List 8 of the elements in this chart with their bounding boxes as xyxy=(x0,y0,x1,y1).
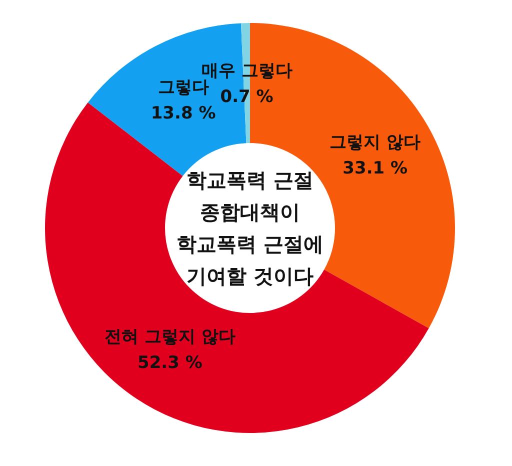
slice-label: 전혀 그렇지 않다 xyxy=(104,326,236,347)
data-label: 33.1 % xyxy=(342,158,408,179)
text: 학교폭력 근절 종합대책이 학교폭력 근절에 기여할 것이다 xyxy=(176,167,324,290)
data-label: 13.8 % xyxy=(150,103,216,124)
data-label: 0.7 % xyxy=(220,87,274,108)
slice-label: 그렇다 xyxy=(158,77,209,98)
slice-label: 그렇지 않다 xyxy=(330,132,421,153)
data-label: 52.3 % xyxy=(137,352,202,373)
